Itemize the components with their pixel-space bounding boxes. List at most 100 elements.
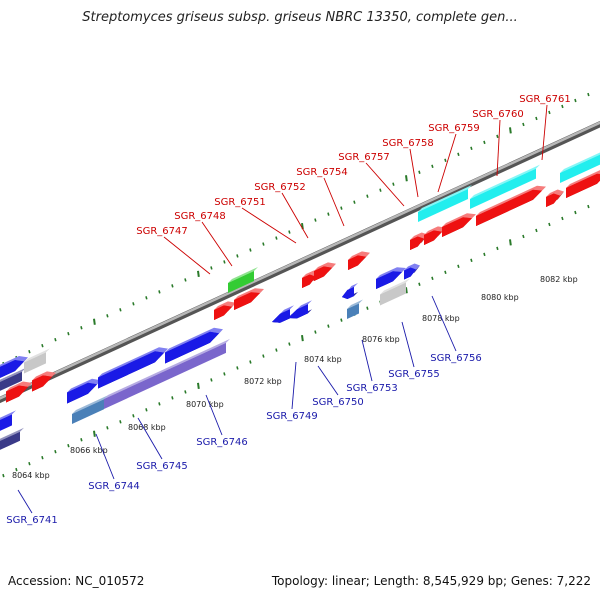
gene-arrow-face [314,266,332,281]
gene-feature[interactable] [424,226,446,245]
tick-mark [67,332,70,336]
gene-arrow-top [546,189,564,197]
gene-label-sgr-6754[interactable]: SGR_6754 [296,167,348,178]
feature-face [228,271,254,293]
gene-feature[interactable] [348,251,370,270]
gene-leader-line [437,133,457,193]
gene-arrow-top [214,301,236,310]
chromosome-axis [0,120,600,404]
gene-arrow-face [546,193,560,207]
gene-label-sgr-6761[interactable]: SGR_6761 [519,94,571,105]
gene-feature[interactable] [234,288,264,310]
gene-label-sgr-6757[interactable]: SGR_6757 [338,152,390,163]
tick-mark [197,382,200,390]
gene-feature[interactable] [214,301,236,320]
feature-face [104,342,226,409]
chromosome-axis-highlight [0,121,600,400]
tick-mark [509,239,512,246]
feature-top [72,395,108,414]
gene-feature[interactable] [380,278,410,306]
gene-label-sgr-6755[interactable]: SGR_6755 [388,369,440,380]
gene-feature[interactable] [288,300,312,319]
gene-label-sgr-6747[interactable]: SGR_6747 [136,226,188,237]
tick-mark [353,200,356,204]
gene-feature[interactable] [0,367,26,396]
gene-feature[interactable] [272,305,294,323]
gene-feature[interactable] [342,283,358,299]
tick-mark [483,140,486,145]
feature-face [0,414,12,431]
gene-feature[interactable] [67,378,101,404]
tick-mark [587,204,590,209]
gene-feature[interactable] [24,348,50,374]
tick-mark [262,242,265,246]
tick-mark [275,236,278,240]
gene-feature[interactable] [347,299,363,320]
gene-feature[interactable] [228,267,258,293]
tick-mark [509,127,512,134]
gene-label-sgr-6750[interactable]: SGR_6750 [312,397,364,408]
gene-feature[interactable] [546,189,564,208]
gene-feature[interactable] [410,232,428,251]
gene-label-sgr-6741[interactable]: SGR_6741 [6,515,58,526]
feature-top [347,299,363,309]
gene-feature[interactable] [560,149,600,183]
tick-mark [145,296,148,300]
gene-label-sgr-6753[interactable]: SGR_6753 [346,383,398,394]
gene-arrow-face [288,304,308,319]
gene-feature[interactable] [72,395,108,424]
gene-feature[interactable] [442,213,476,237]
tick-mark [457,264,460,269]
gene-feature[interactable] [0,427,24,455]
gene-label-sgr-6760[interactable]: SGR_6760 [472,109,524,120]
feature-face [347,303,359,319]
gene-feature[interactable] [98,347,168,389]
tick-mark [418,282,421,286]
gene-feature[interactable] [376,267,406,289]
gene-feature[interactable] [104,338,230,409]
tick-mark [236,254,239,258]
tick-mark [379,188,382,192]
gene-feature[interactable] [404,263,420,280]
gene-feature[interactable] [32,371,56,392]
gene-label-sgr-6745[interactable]: SGR_6745 [136,461,188,472]
tick-mark [158,290,161,294]
scale-label: 8082 kbp [540,275,578,284]
gene-arrow-top [32,371,56,381]
gene-feature[interactable] [476,185,546,226]
tick-mark [431,276,434,280]
gene-feature[interactable] [470,164,540,209]
gene-feature[interactable] [0,410,16,435]
gene-label-sgr-6756[interactable]: SGR_6756 [430,353,482,364]
gene-arrow-top [442,213,476,227]
feature-top [228,267,258,283]
gene-feature[interactable] [418,185,472,222]
gene-feature[interactable] [0,356,28,383]
gene-feature[interactable] [566,170,600,198]
gene-label-sgr-6748[interactable]: SGR_6748 [174,211,226,222]
gene-feature[interactable] [6,381,32,403]
gene-label-sgr-6744[interactable]: SGR_6744 [88,481,140,492]
gene-feature[interactable] [165,327,223,364]
gene-label-sgr-6752[interactable]: SGR_6752 [254,182,306,193]
gene-arrow-top [288,300,312,318]
gene-leader-line [361,339,373,382]
gene-feature[interactable] [314,262,336,281]
gene-label-sgr-6758[interactable]: SGR_6758 [382,138,434,149]
gene-arrow-face [342,287,354,299]
gene-label-sgr-6749[interactable]: SGR_6749 [266,411,318,422]
gene-label-sgr-6751[interactable]: SGR_6751 [214,197,266,208]
tick-mark [392,182,395,186]
tick-mark [145,408,148,412]
map-title: Streptomyces griseus subsp. griseus NBRC… [82,10,518,25]
gene-arrow-top [376,267,406,279]
gene-label-sgr-6759[interactable]: SGR_6759 [428,123,480,134]
feature-top [380,278,410,295]
gene-label-sgr-6746[interactable]: SGR_6746 [196,437,248,448]
gene-arrow-top [234,288,264,300]
tick-mark [158,402,161,406]
feature-face [380,282,406,306]
tick-mark [314,218,317,222]
gene-arrow-top [272,305,294,322]
